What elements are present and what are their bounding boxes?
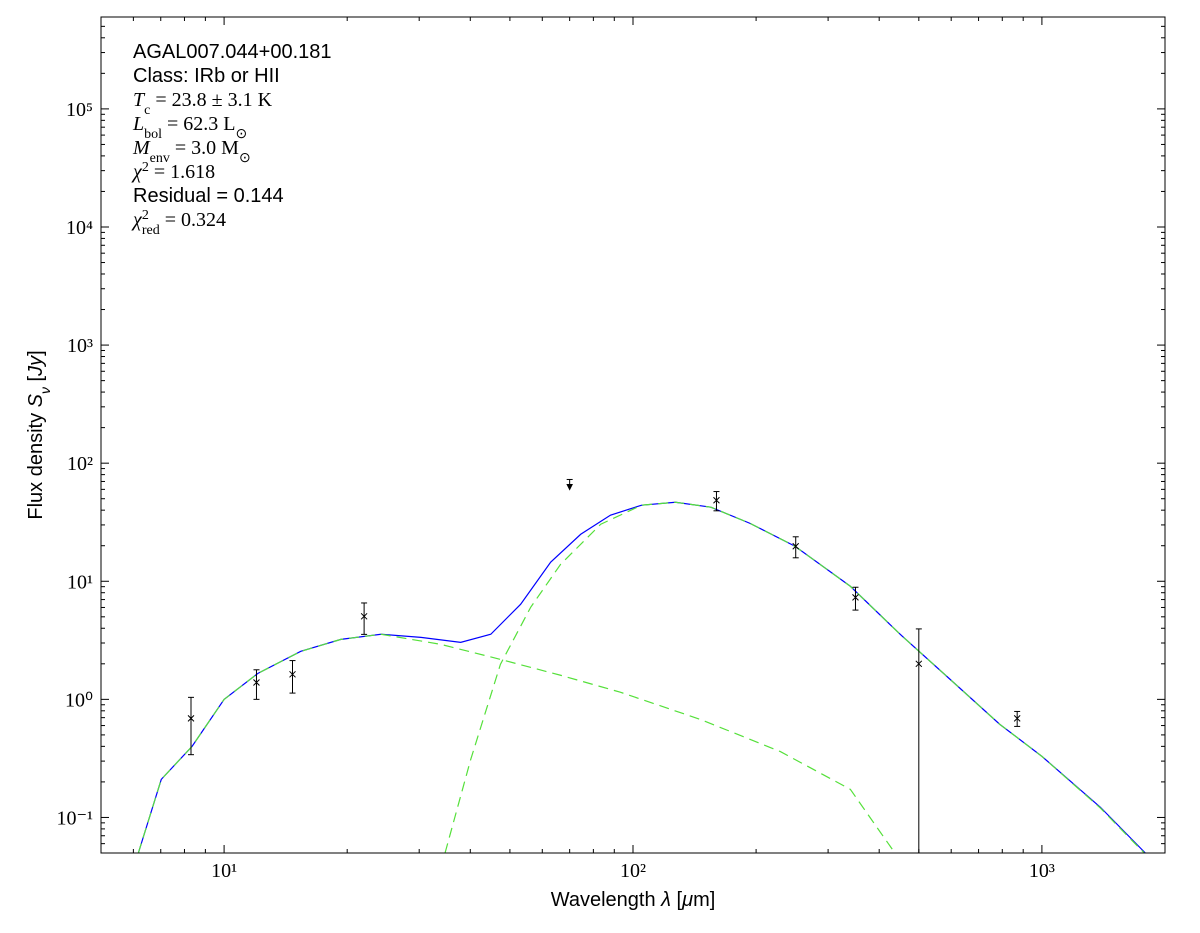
- text-part: ν: [37, 387, 53, 394]
- annotation: Tc = 23.8 ± 3.1 K: [133, 89, 273, 118]
- text-part: = 1.618: [149, 161, 215, 183]
- plot-area: [137, 478, 1146, 853]
- annotation: χ2 red = 0.324: [131, 208, 226, 238]
- text-part: env: [150, 151, 170, 166]
- text-part: ⊙: [236, 127, 248, 142]
- data-point: [915, 660, 923, 668]
- y-tick-label: 10¹: [67, 571, 93, 593]
- data-point: [713, 496, 720, 504]
- annotation: AGAL007.044+00.181: [133, 41, 332, 63]
- annotation: Menv = 3.0 M⊙: [132, 137, 251, 166]
- text-part: [: [671, 889, 683, 911]
- y-tick-label: 10²: [67, 453, 93, 475]
- text-part: L: [132, 113, 144, 135]
- text-part: μ: [681, 889, 693, 911]
- text-part: χ: [131, 161, 143, 183]
- text-part: Flux density: [25, 407, 47, 519]
- y-tick-label: 10⁻¹: [56, 807, 93, 829]
- text-part: Class: IRb or HII: [133, 65, 280, 87]
- text-part: 2: [142, 160, 149, 175]
- y-tick-label: 10⁵: [66, 99, 93, 121]
- text-part: [: [25, 375, 47, 387]
- text-part: T: [133, 89, 146, 111]
- text-part: AGAL007.044+00.181: [133, 41, 332, 63]
- text-part: = 0.324: [160, 209, 226, 231]
- text-part: c: [144, 103, 150, 118]
- data-point: [852, 594, 859, 601]
- data-point: [1013, 715, 1021, 722]
- x-axis-label: Wavelength λ [μm]: [551, 889, 716, 911]
- text-part: ]: [25, 350, 47, 356]
- overlay: 10¹ 10² 10³ 10⁻¹ 10⁰ 10¹ 10² 10³ 10⁴ 10⁵ Wavelengt…: [25, 17, 1165, 911]
- text-part: Wavelength: [551, 889, 661, 911]
- text-part: bol: [144, 127, 162, 142]
- text-part: Residual = 0.144: [133, 185, 284, 207]
- x-tick-label: 10²: [620, 860, 646, 882]
- text-part: red: [142, 223, 160, 238]
- text-part: S: [25, 393, 47, 407]
- text-part: ⊙: [239, 151, 251, 166]
- data-point: [792, 542, 800, 550]
- annotation: Lbol = 62.3 L⊙: [132, 113, 247, 142]
- text-part: = 23.8 ± 3.1 K: [150, 89, 272, 111]
- annotation: Residual = 0.144: [133, 185, 284, 207]
- text-part: = 62.3 L: [162, 113, 236, 135]
- annotation: χ2 = 1.618: [131, 160, 215, 184]
- annotation: Class: IRb or HII: [133, 65, 280, 87]
- y-axis-label: Flux density Sν [Jy]: [25, 350, 53, 519]
- data-point: [187, 715, 195, 722]
- y-tick-label: 10³: [67, 335, 93, 357]
- data-point: [360, 612, 368, 620]
- text-part: λ: [660, 889, 671, 911]
- y-tick-label: 10⁴: [66, 217, 93, 239]
- text-part: m]: [693, 889, 715, 911]
- component-curve: [137, 633, 896, 853]
- text-part: = 3.0 M: [170, 137, 239, 159]
- text-part: 2: [142, 208, 149, 223]
- x-tick-label: 10³: [1029, 860, 1055, 882]
- text-part: M: [132, 137, 151, 159]
- upper-limit-arrow: [566, 479, 573, 491]
- y-tick-label: 10⁰: [65, 689, 93, 711]
- data-point: [253, 679, 260, 686]
- x-tick-label: 10¹: [211, 860, 237, 882]
- text-part: χ: [131, 209, 143, 231]
- data-point: [289, 670, 296, 678]
- text-part: Jy: [25, 355, 47, 377]
